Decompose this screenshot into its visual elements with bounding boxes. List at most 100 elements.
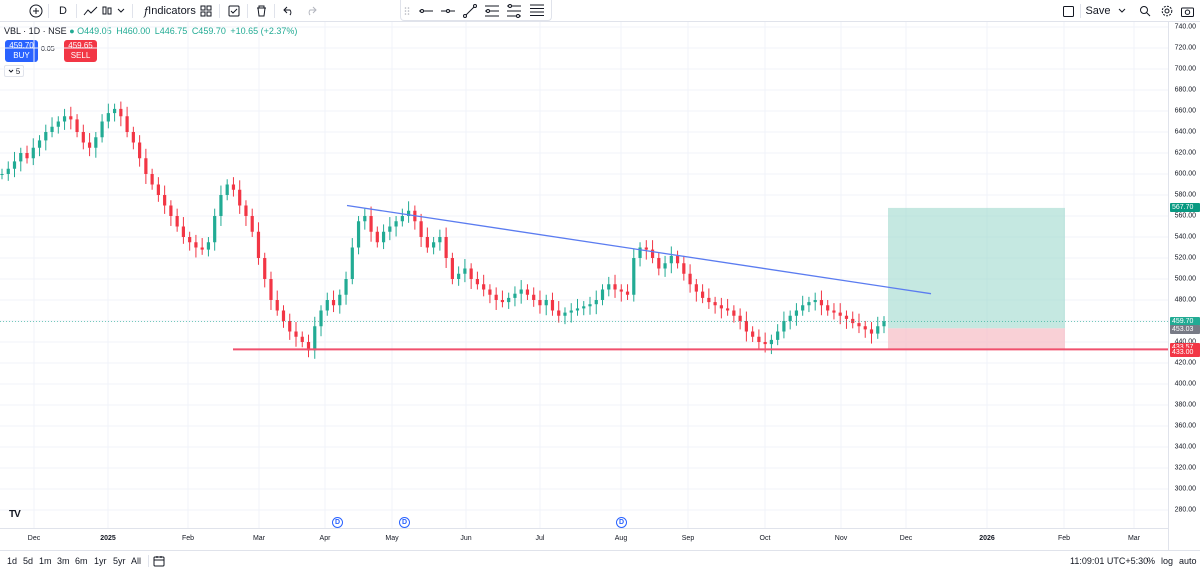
candle-body xyxy=(356,221,361,248)
interval-button[interactable]: D xyxy=(59,5,67,17)
log-scale-button[interactable]: log xyxy=(1161,556,1174,566)
range-1yr[interactable]: 1yr xyxy=(94,556,107,566)
goto-date-icon[interactable] xyxy=(153,555,165,570)
candle-body xyxy=(37,140,42,148)
candle-body xyxy=(819,300,824,306)
dividend-marker[interactable]: D xyxy=(616,517,627,528)
chevron-down-icon[interactable] xyxy=(116,2,126,20)
alert-icon[interactable] xyxy=(227,2,241,20)
candle-body xyxy=(450,258,454,279)
fx-icon[interactable]: f xyxy=(143,4,149,18)
time-tick-label: Aug xyxy=(614,535,628,542)
candle-body xyxy=(494,294,498,300)
clock[interactable]: 11:09:01 UTC+5:30 xyxy=(1070,556,1149,566)
candle-body xyxy=(394,221,398,227)
candle-body xyxy=(100,121,104,138)
collapse-legend-toggle[interactable]: 5 xyxy=(4,65,24,77)
candle-body xyxy=(669,255,673,264)
horizontal-line-icon[interactable] xyxy=(439,2,457,20)
candle-body xyxy=(688,273,692,285)
candle-body xyxy=(250,216,254,232)
range-1m[interactable]: 1m xyxy=(39,556,52,566)
add-symbol-icon[interactable] xyxy=(28,2,44,20)
trash-icon[interactable] xyxy=(254,2,268,20)
candle-body xyxy=(713,302,717,306)
undo-icon[interactable] xyxy=(282,2,296,20)
candle-body xyxy=(794,310,799,316)
save-button[interactable]: Save xyxy=(1085,5,1111,17)
candle-body xyxy=(475,279,480,285)
layout-icon[interactable] xyxy=(1062,2,1074,20)
candle-body xyxy=(338,294,342,306)
dividend-marker[interactable]: D xyxy=(332,517,343,528)
range-6m[interactable]: 6m xyxy=(75,556,88,566)
open-value: O449.05 xyxy=(77,26,112,36)
range-5yr[interactable]: 5yr xyxy=(113,556,126,566)
candle-body xyxy=(544,300,548,306)
low-value: L446.75 xyxy=(154,26,188,36)
candle-body xyxy=(469,268,473,279)
short-position-icon[interactable] xyxy=(505,2,523,20)
candle-body xyxy=(375,231,379,243)
price-tick-label: 400.00 xyxy=(1174,380,1196,388)
indicators-button[interactable]: Indicators xyxy=(148,5,196,17)
time-tick-label: May xyxy=(385,535,399,542)
percent-scale-button[interactable]: % xyxy=(1147,556,1156,566)
candle-body xyxy=(525,289,530,295)
candle-body xyxy=(225,184,229,195)
candle-body xyxy=(288,321,292,332)
candle-body xyxy=(857,323,861,327)
templates-icon[interactable] xyxy=(199,2,213,20)
indicator-count: 5 xyxy=(15,66,21,76)
horizontal-ray-icon[interactable] xyxy=(417,2,435,20)
time-tick-label: Sep xyxy=(681,535,695,542)
sell-price: 459.65 xyxy=(68,41,93,50)
candle-body xyxy=(294,331,298,337)
candle-body xyxy=(463,268,467,274)
redo-icon[interactable] xyxy=(304,2,318,20)
range-all[interactable]: All xyxy=(131,556,142,566)
candle-body xyxy=(513,293,517,298)
candle-body xyxy=(488,289,492,295)
tradingview-logo-icon[interactable]: TV xyxy=(9,509,21,520)
symbol-title[interactable]: VBL · 1D · NSE xyxy=(4,26,67,36)
dividend-marker[interactable]: D xyxy=(399,517,410,528)
quick-search-icon[interactable] xyxy=(1138,2,1152,20)
range-1d[interactable]: 1d xyxy=(7,556,18,566)
buy-button[interactable]: 459.70 BUY xyxy=(5,40,38,62)
candle-body xyxy=(482,284,486,290)
candle-body xyxy=(807,302,811,306)
range-3m[interactable]: 3m xyxy=(57,556,70,566)
candle-body xyxy=(125,116,129,132)
price-tick-label: 560.00 xyxy=(1174,212,1196,220)
candle-body xyxy=(6,168,10,174)
candle-body xyxy=(175,216,179,227)
candle-body xyxy=(838,312,842,316)
drag-handle-icon[interactable] xyxy=(403,2,411,20)
settings-icon[interactable] xyxy=(1160,2,1174,20)
long-position-icon[interactable] xyxy=(483,2,501,20)
snapshot-icon[interactable] xyxy=(1180,2,1194,20)
trend-line-icon[interactable] xyxy=(461,2,479,20)
candle-body xyxy=(25,153,29,159)
change-value: +10.65 (+2.37%) xyxy=(230,26,298,36)
price-chart[interactable] xyxy=(0,22,1168,528)
price-scale[interactable]: 740.00 720.00 700.00 680.00 660.00 640.00 620.… xyxy=(1168,22,1200,550)
candle-body xyxy=(613,284,617,290)
price-tick-label: 500.00 xyxy=(1174,275,1196,283)
candle-body xyxy=(444,237,448,258)
candle-body xyxy=(138,142,142,159)
fib-retracement-icon[interactable] xyxy=(527,2,547,20)
candle-body xyxy=(19,153,23,162)
time-scale[interactable]: Dec 2025 Feb Mar Apr May Jun Jul Aug Sep Oct Nov Dec… xyxy=(0,528,1168,548)
candle-body xyxy=(425,237,429,248)
range-5d[interactable]: 5d xyxy=(23,556,34,566)
price-badge-target: 567.70 xyxy=(1170,203,1200,213)
chart-type-icon[interactable] xyxy=(82,2,100,20)
candle-body xyxy=(694,284,698,292)
auto-scale-button[interactable]: auto xyxy=(1179,556,1197,566)
save-chevron-icon[interactable] xyxy=(1117,2,1127,20)
candle-body xyxy=(369,216,373,232)
candles-icon[interactable] xyxy=(102,2,112,20)
sell-button[interactable]: 459.65 SELL xyxy=(64,40,97,62)
